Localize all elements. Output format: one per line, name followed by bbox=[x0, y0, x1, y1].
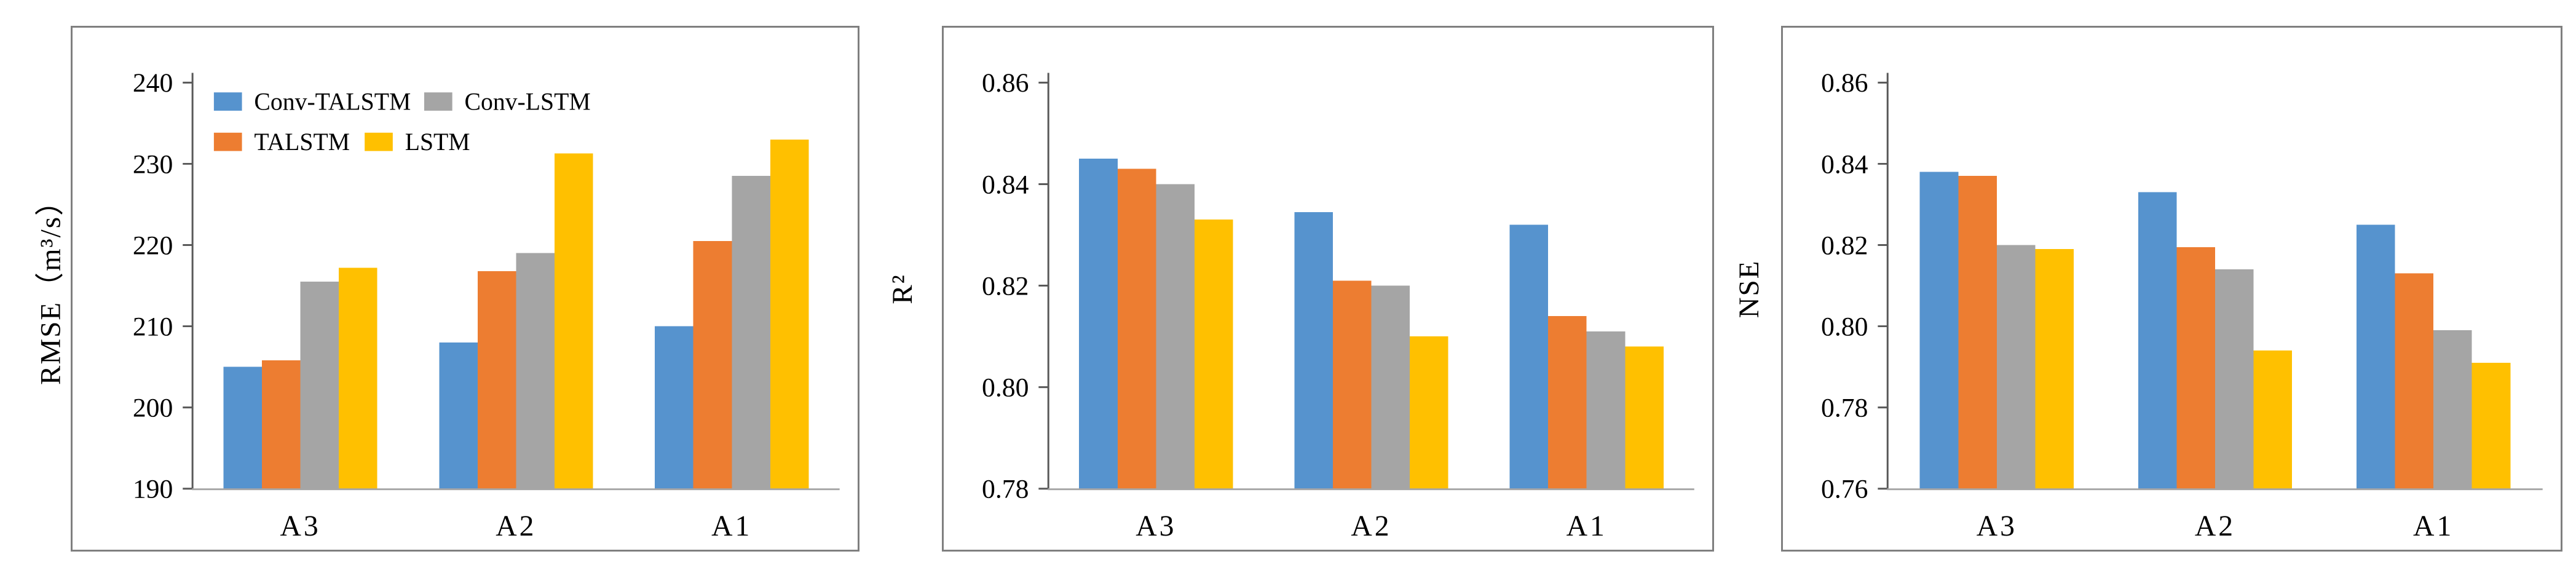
bar-A1-TALSTM bbox=[693, 240, 732, 489]
y-tick-label: 0.84 bbox=[982, 170, 1029, 199]
bar-A1-LSTM bbox=[1625, 346, 1664, 489]
bar-A2-Conv-LSTM bbox=[516, 253, 555, 489]
bar-A3-Conv-LSTM bbox=[1996, 245, 2036, 489]
legend-label-TALSTM: TALSTM bbox=[254, 129, 350, 156]
category-label-A1: A1 bbox=[711, 510, 752, 542]
bar-A1-LSTM bbox=[770, 139, 809, 489]
bar-A3-LSTM bbox=[1194, 220, 1233, 489]
y-tick-label: 0.82 bbox=[1821, 231, 1868, 260]
bar-A1-TALSTM bbox=[2395, 273, 2434, 489]
bar-A2-Conv-LSTM bbox=[2215, 269, 2254, 489]
y-tick-label: 230 bbox=[133, 149, 173, 179]
y-tick-label: 0.82 bbox=[982, 271, 1029, 301]
bar-A3-TALSTM bbox=[262, 360, 301, 489]
bar-A3-TALSTM bbox=[1958, 176, 1997, 489]
bar-A1-Conv-TALSTM bbox=[655, 326, 693, 489]
legend-swatch-Conv-LSTM bbox=[424, 92, 452, 111]
bar-A2-LSTM bbox=[1410, 336, 1448, 489]
bar-A1-Conv-LSTM bbox=[1586, 331, 1626, 489]
category-label-A2: A2 bbox=[496, 510, 536, 542]
legend-label-Conv-TALSTM: Conv-TALSTM bbox=[254, 89, 411, 116]
bar-A2-Conv-TALSTM bbox=[439, 342, 478, 489]
nse-chart: 0.76 0.78 0.80 0.82 0.84 0.86 A3 A2 A1 bbox=[1821, 68, 2543, 542]
bar-A2-LSTM bbox=[2253, 350, 2293, 489]
r2-chart: 0.78 0.80 0.82 0.84 0.86 A3 A2 A1 bbox=[982, 68, 1694, 542]
bar-A2-TALSTM bbox=[477, 271, 516, 489]
category-label-A3: A3 bbox=[1977, 510, 2017, 542]
category-label-A2: A2 bbox=[1351, 510, 1391, 542]
category-label-A3: A3 bbox=[280, 510, 320, 542]
y-tick-label: 200 bbox=[133, 393, 173, 422]
bar-A3-LSTM bbox=[339, 267, 377, 489]
bar-A2-Conv-TALSTM bbox=[2138, 192, 2177, 489]
bar-A1-Conv-LSTM bbox=[732, 176, 770, 489]
legend-label-LSTM: LSTM bbox=[405, 129, 470, 156]
nse-axis-title: NSE bbox=[1733, 259, 1765, 319]
r2-axis-title: R² bbox=[887, 274, 919, 304]
y-tick-label: 0.80 bbox=[1821, 312, 1868, 341]
y-tick-label: 0.76 bbox=[1821, 475, 1868, 504]
y-tick-label: 220 bbox=[133, 231, 173, 260]
bar-A3-Conv-TALSTM bbox=[1919, 172, 1959, 489]
bar-A1-LSTM bbox=[2471, 362, 2511, 489]
bar-A3-TALSTM bbox=[1117, 168, 1156, 489]
y-tick-label: 0.84 bbox=[1821, 149, 1868, 179]
y-tick-label: 0.86 bbox=[982, 68, 1029, 98]
r2-chart-panel: 0.78 0.80 0.82 0.84 0.86 A3 A2 A1 bbox=[942, 26, 1714, 552]
bar-A1-Conv-TALSTM bbox=[1509, 224, 1549, 489]
y-tick-label: 240 bbox=[133, 68, 173, 98]
bar-A2-Conv-LSTM bbox=[1371, 285, 1410, 489]
legend-label-Conv-LSTM: Conv-LSTM bbox=[465, 89, 591, 116]
legend-swatch-LSTM bbox=[365, 132, 393, 151]
category-label-A2: A2 bbox=[2195, 510, 2235, 542]
rmse-chart-panel: 190 200 210 220 230 240 A3 A2 A1 Conv-TALSTM Conv-… bbox=[71, 26, 859, 552]
bar-A2-Conv-TALSTM bbox=[1294, 212, 1333, 489]
bar-A2-TALSTM bbox=[1332, 280, 1372, 489]
category-label-A1: A1 bbox=[2413, 510, 2454, 542]
bar-A1-Conv-TALSTM bbox=[2357, 224, 2395, 489]
y-tick-label: 190 bbox=[133, 475, 173, 504]
bar-A3-Conv-TALSTM bbox=[1079, 159, 1118, 489]
legend-swatch-Conv-TALSTM bbox=[213, 92, 242, 111]
bar-A3-LSTM bbox=[2035, 249, 2074, 489]
legend-swatch-TALSTM bbox=[213, 132, 242, 151]
y-tick-label: 0.78 bbox=[1821, 393, 1868, 422]
bar-A3-Conv-TALSTM bbox=[223, 366, 263, 489]
bar-A3-Conv-LSTM bbox=[1156, 184, 1195, 489]
rmse-axis-title: RMSE（m³/s） bbox=[34, 186, 67, 385]
y-tick-label: 0.78 bbox=[982, 475, 1029, 504]
bar-A1-Conv-LSTM bbox=[2433, 330, 2472, 489]
nse-chart-panel: 0.76 0.78 0.80 0.82 0.84 0.86 A3 A2 A1 bbox=[1781, 26, 2562, 552]
rmse-chart: 190 200 210 220 230 240 A3 A2 A1 Conv-TALSTM Conv-… bbox=[133, 68, 840, 542]
bar-A3-Conv-LSTM bbox=[300, 281, 339, 489]
bar-A1-TALSTM bbox=[1548, 316, 1587, 489]
category-label-A1: A1 bbox=[1567, 510, 1607, 542]
bar-A2-LSTM bbox=[554, 153, 593, 489]
y-tick-label: 0.86 bbox=[1821, 68, 1868, 98]
category-label-A3: A3 bbox=[1136, 510, 1176, 542]
bar-A2-TALSTM bbox=[2176, 247, 2216, 489]
y-tick-label: 210 bbox=[133, 312, 173, 341]
y-tick-label: 0.80 bbox=[982, 373, 1029, 402]
